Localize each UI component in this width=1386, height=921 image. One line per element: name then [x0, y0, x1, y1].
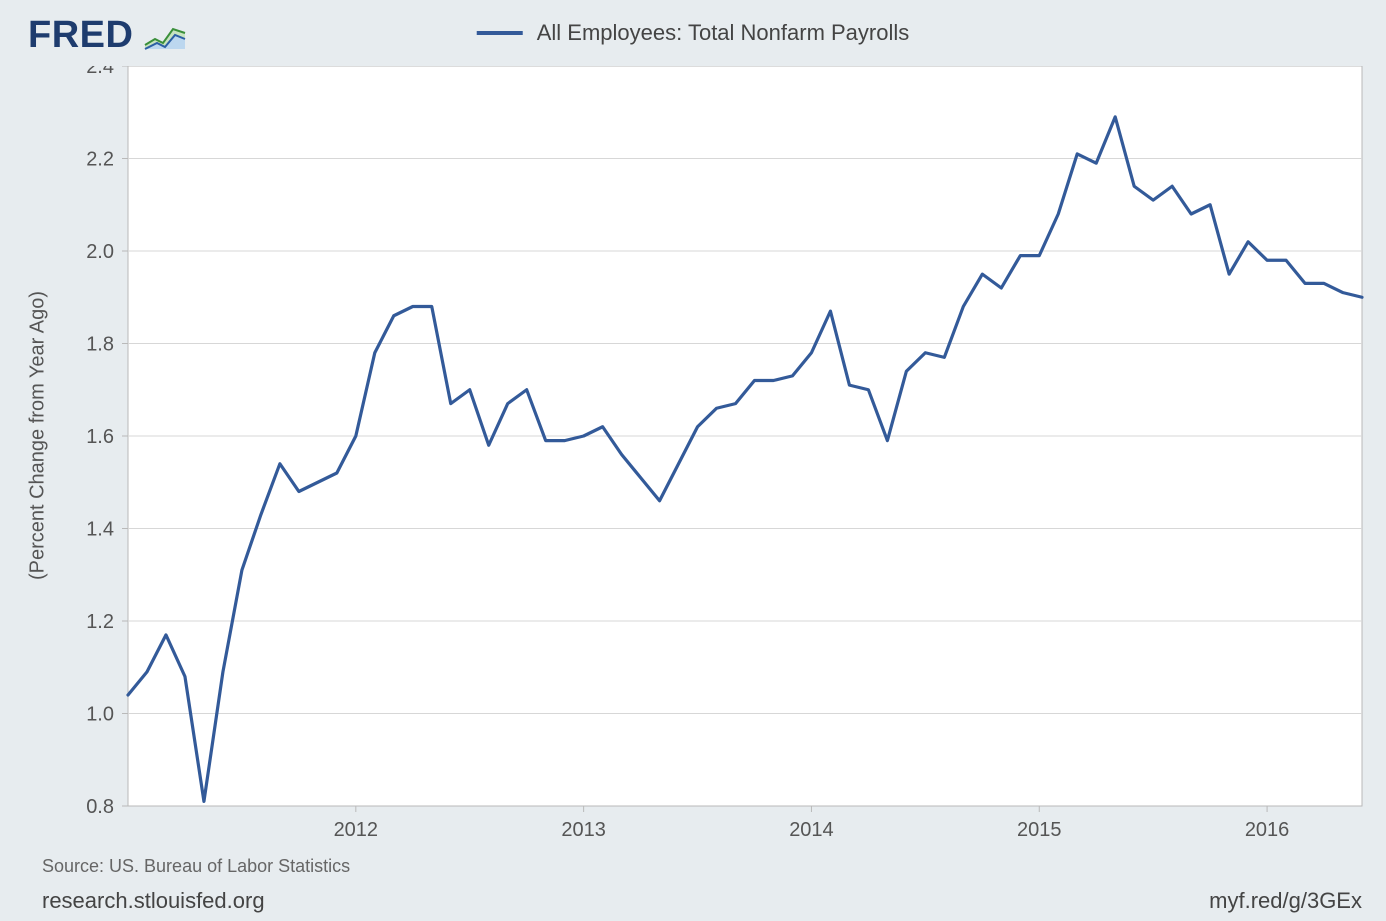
- chart-source: Source: US. Bureau of Labor Statistics: [42, 856, 350, 877]
- chart-frame: FRED All Employees: Total Nonfarm Payrol…: [0, 0, 1386, 921]
- y-tick-label: 1.2: [86, 611, 114, 633]
- legend-label: All Employees: Total Nonfarm Payrolls: [537, 20, 910, 46]
- chart-svg: 0.8 1.0 1.2 1.4 1.6 1.8 2.0 2.2 2.4 2012 2013 2014 2…: [58, 66, 1386, 866]
- y-tick-label: 2.2: [86, 149, 114, 171]
- y-tick-label: 1.4: [86, 519, 114, 541]
- chart-legend: All Employees: Total Nonfarm Payrolls: [477, 20, 910, 46]
- y-tick-label: 1.0: [86, 704, 114, 726]
- x-tick-label: 2012: [334, 819, 379, 841]
- y-tick-label: 1.6: [86, 426, 114, 448]
- y-tick-label: 0.8: [86, 796, 114, 818]
- x-tick-label: 2015: [1017, 819, 1061, 841]
- chart-plot-area: 0.81.01.21.41.61.82.02.22.42012201320142…: [128, 66, 1362, 806]
- site-url: research.stlouisfed.org: [42, 888, 265, 914]
- x-tick-label: 2013: [561, 819, 606, 841]
- fred-logo-icon: [143, 21, 187, 51]
- legend-swatch: [477, 31, 523, 35]
- short-url: myf.red/g/3GEx: [1209, 888, 1362, 914]
- y-axis-label: (Percent Change from Year Ago): [27, 66, 50, 806]
- y-tick-label: 2.4: [86, 66, 114, 78]
- x-tick-label: 2016: [1245, 819, 1290, 841]
- x-tick-label: 2014: [789, 819, 834, 841]
- y-tick-label: 2.0: [86, 241, 114, 263]
- fred-logo: FRED: [28, 14, 187, 57]
- y-tick-label: 1.8: [86, 334, 114, 356]
- fred-logo-text: FRED: [28, 14, 133, 57]
